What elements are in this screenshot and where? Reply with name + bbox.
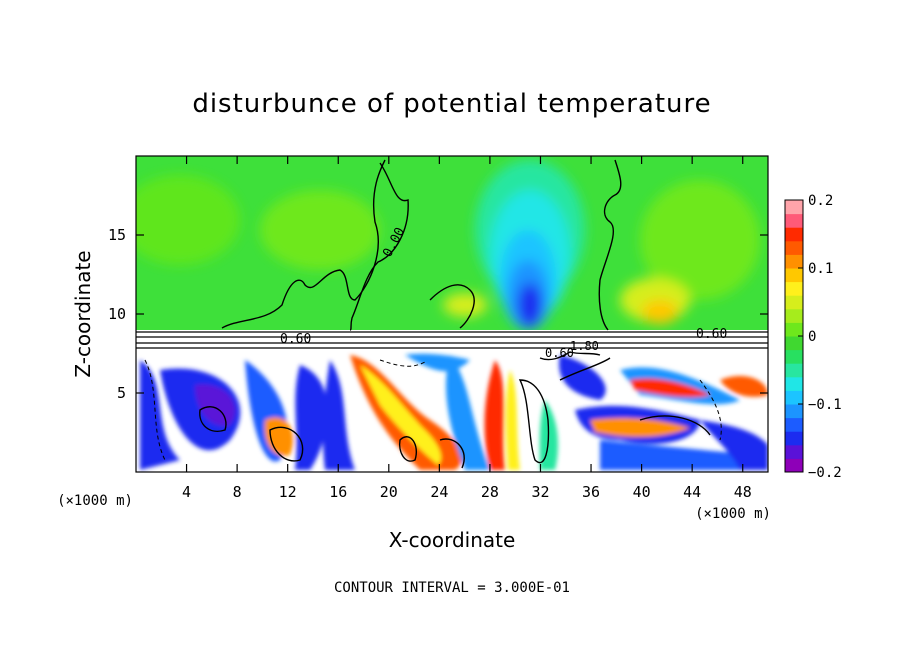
x-tick-label: 8 [233,483,242,501]
colorbar-swatch [785,444,803,459]
colorbar-swatch [785,200,803,215]
x-tick-label: 48 [734,483,752,501]
y-axis: 5 10 15 [108,226,768,402]
contour-lines [199,159,711,469]
colorbar-tick-label: −0.2 [808,465,842,481]
colorbar-swatch [785,254,803,269]
colorbar: 0.2 0.1 0 −0.1 −0.2 [784,193,842,481]
colorbar-swatch [785,458,803,473]
colorbar-tick-label: 0.2 [808,193,833,209]
colorbar-swatch [785,404,803,419]
colorbar-swatch [785,363,803,378]
chart-title: disturbunce of potential temperature [192,89,711,119]
x-tick-label: 16 [329,483,347,501]
inversion-band [136,330,768,350]
x-tick-label: 20 [380,483,398,501]
y-tick-label: 15 [108,226,126,244]
x-tick-label: 32 [531,483,549,501]
colorbar-swatch [785,308,803,323]
colorbar-swatch [785,336,803,351]
x-axis-label: X-coordinate [389,528,516,552]
colorbar-tick-label: −0.1 [808,397,842,413]
lower-field-patches [140,353,768,470]
colorbar-swatch [785,295,803,310]
x-tick-label: 24 [430,483,448,501]
contour-interval-note: CONTOUR INTERVAL = 3.000E-01 [334,580,570,596]
x-tick-label: 40 [633,483,651,501]
x-axis: 4 8 12 16 20 24 28 32 36 40 44 48 [182,156,752,501]
x-tick-label: 28 [481,483,499,501]
contour-label-3: 1.80 [570,339,599,353]
colorbar-swatch [785,213,803,228]
colorbar-swatch [785,349,803,364]
y-tick-label: 5 [117,384,126,402]
colorbar-swatch [785,431,803,446]
y-axis-label: Z-coordinate [71,250,95,377]
colorbar-swatch [785,322,803,337]
x-unit-left: (×1000 m) [57,493,133,509]
contour-label-2: 0.60 [696,327,727,342]
upper-field-patches [136,160,760,330]
colorbar-swatch [785,390,803,405]
plot-area [136,156,768,472]
x-tick-label: 4 [182,483,191,501]
colorbar-swatch [785,376,803,391]
colorbar-swatch [785,268,803,283]
inversion-lines [136,331,768,349]
x-unit-right: (×1000 m) [695,506,771,522]
colorbar-swatch [785,227,803,242]
x-tick-label: 44 [683,483,701,501]
contour-label-4: 0.60 [545,346,574,360]
colorbar-tick-label: 0 [808,329,816,345]
y-tick-label: 10 [108,305,126,323]
contour-lines-dashed [144,359,722,461]
colorbar-tick-label: 0.1 [808,261,833,277]
colorbar-swatch [785,417,803,432]
x-tick-label: 36 [582,483,600,501]
colorbar-swatch [785,281,803,296]
contour-label-1: 0.60 [280,332,311,347]
x-tick-label: 12 [279,483,297,501]
colorbar-swatch [785,240,803,255]
